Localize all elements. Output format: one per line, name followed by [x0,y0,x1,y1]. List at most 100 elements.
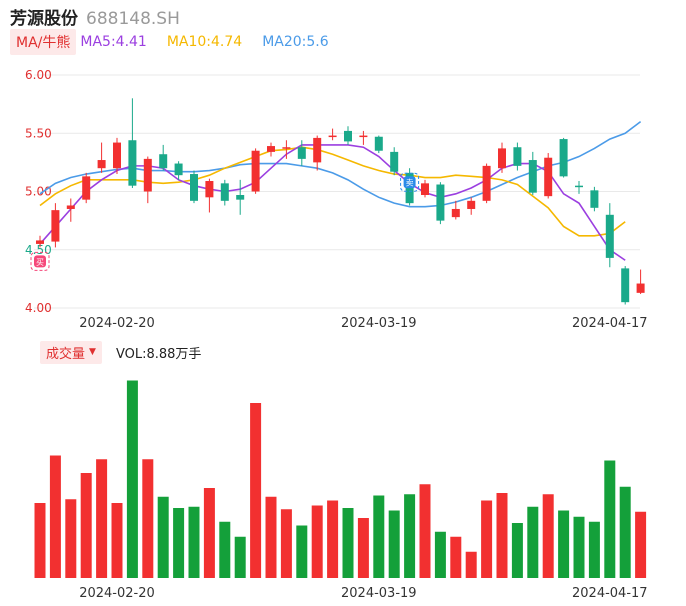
candle-body [498,148,506,169]
candle-body [143,158,152,192]
volume-selector-button[interactable]: 成交量 ▼ [40,340,102,364]
price-tick-label: 5.50 [25,126,52,140]
candle-body [113,142,121,169]
candle-body [297,147,306,159]
candle-body [205,181,214,198]
volume-bar [311,505,323,578]
volume-date-tick-label: 2024-04-17 [572,586,648,601]
stock-code: 688148.SH [86,9,180,29]
price-tick-label: 6.00 [25,68,52,82]
ma5-line [39,144,626,261]
volume-bar [250,403,262,578]
ma20-legend: MA20:5.6 [262,34,329,50]
volume-bar [542,494,554,578]
volume-bar [388,510,400,578]
volume-bar [619,486,631,578]
volume-bar [635,511,647,578]
candle-body [436,184,445,221]
candle-body [82,176,91,200]
candle-body [590,190,599,208]
volume-bar [588,521,600,578]
price-tick-label: 5.00 [25,185,52,199]
volume-bar [65,499,77,578]
volume-bar [265,496,277,578]
ma-legend: MA/牛熊 MA5:4.41 MA10:4.74 MA20:5.6 [10,29,349,55]
candle-body [159,154,168,169]
candle-body [344,130,352,142]
ma-selector-button[interactable]: MA/牛熊 [10,29,77,55]
candle-body [374,136,383,151]
volume-label: 成交量 [46,346,86,362]
candle-body [451,208,460,218]
volume-bar [604,460,616,578]
candle-body [236,194,245,200]
buy-signal-icon [34,255,46,268]
sell-signal-label: 卖 [406,179,414,188]
ma5-legend: MA5:4.41 [80,34,147,50]
candle-body [544,157,553,197]
candle-body [559,139,568,177]
candle-body [267,146,275,152]
candle-body [282,147,291,149]
volume-bar [327,500,339,578]
volume-legend: 成交量 ▼ VOL:8.88万手 [40,340,202,364]
price-tick-label: 4.50 [25,243,52,257]
ma10-line [39,146,626,237]
candle-body [174,163,183,176]
date-tick-label: 2024-02-20 [79,316,155,331]
ma10-legend: MA10:4.74 [166,34,243,50]
candle-body [97,160,106,169]
buy-signal-label: 买 [36,258,44,267]
volume-bar [173,508,185,578]
candle-body [328,135,337,138]
volume-bar [157,496,169,578]
volume-value: VOL:8.88万手 [115,346,202,362]
volume-date-tick-label: 2024-03-19 [341,586,417,601]
candle-body [621,268,630,303]
volume-bar [357,518,369,578]
volume-bar [511,523,523,578]
volume-bar [219,521,231,578]
candle-body [528,160,537,193]
volume-bar [404,494,416,578]
volume-bar [234,536,246,578]
volume-bar [434,531,446,578]
candle-body [636,283,645,293]
candle-body [467,200,476,209]
volume-bar [49,455,61,578]
volume-bar [573,516,585,578]
volume-date-tick-label: 2024-02-20 [79,586,155,601]
candle-body [51,210,60,242]
candle-body [66,205,75,209]
volume-bar [188,506,200,578]
candle-body [128,140,137,186]
volume-bar [280,509,292,578]
volume-bar [80,473,92,578]
volume-bar [111,503,123,578]
price-tick-label: 4.00 [25,301,52,315]
volume-bar [126,380,138,578]
volume-bar [450,536,462,578]
candle-body [190,174,198,201]
buy-signal-frame [30,251,50,271]
candle-body [513,147,522,166]
candle-body [390,151,399,172]
stock-header: 芳源股份 688148.SH [10,4,180,29]
candle-body [36,240,44,244]
candle-body [575,185,583,188]
candle-body [482,165,491,201]
volume-bar [96,459,108,578]
volume-bar [496,493,508,578]
volume-bar [419,484,431,578]
caret-down-icon: ▼ [89,347,96,357]
volume-bar [342,508,354,578]
date-tick-label: 2024-03-19 [341,316,417,331]
candle-body [251,150,260,192]
candle-body [421,183,429,195]
ma20-line [39,120,642,208]
volume-bar [527,506,539,578]
volume-bar [373,495,385,578]
volume-bar [296,525,308,578]
date-tick-label: 2024-04-17 [572,316,648,331]
